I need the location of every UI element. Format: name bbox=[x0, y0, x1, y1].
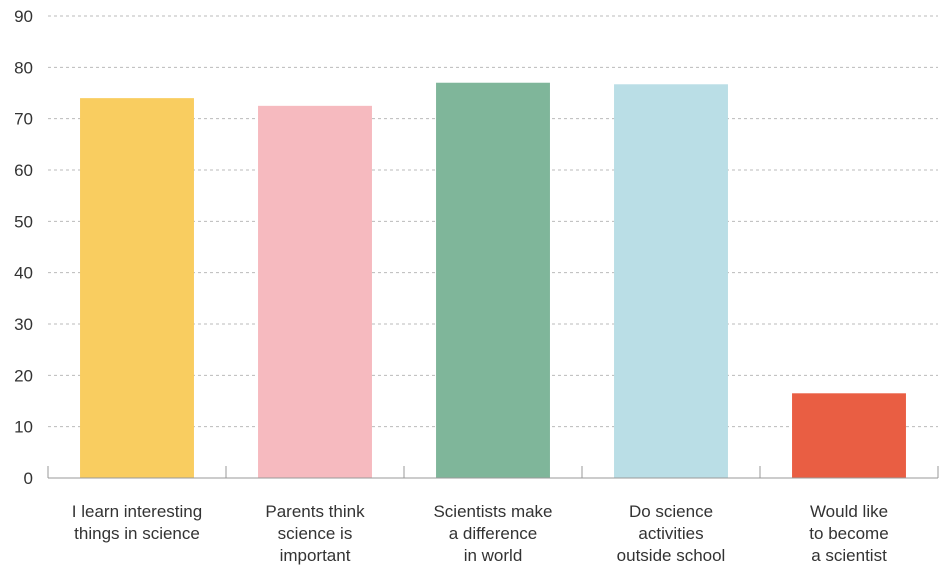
x-category-label-line: outside school bbox=[617, 546, 726, 565]
x-category-label: Do science activities outside school bbox=[617, 502, 726, 565]
x-category-label-line: to become bbox=[809, 524, 888, 543]
x-category-label-line: a scientist bbox=[811, 546, 887, 565]
x-category-label-line: Would like bbox=[810, 502, 888, 521]
bars bbox=[80, 82, 906, 479]
x-category-label-line: Parents think bbox=[265, 502, 365, 521]
x-axis-category-labels: I learn interesting things in science Pare… bbox=[72, 502, 889, 565]
y-tick-label: 80 bbox=[14, 58, 33, 77]
x-category-label-line: activities bbox=[638, 524, 703, 543]
bar bbox=[614, 84, 728, 479]
x-category-label: I learn interesting things in science bbox=[72, 502, 202, 543]
bar bbox=[436, 82, 550, 478]
x-category-label-line: science is bbox=[278, 524, 353, 543]
y-tick-label: 40 bbox=[14, 264, 33, 283]
x-category-label-line: in world bbox=[464, 546, 523, 565]
y-tick-label: 70 bbox=[14, 110, 33, 129]
x-category-label: Parents think science is important bbox=[265, 502, 365, 565]
bar bbox=[792, 393, 906, 478]
y-tick-label: 10 bbox=[14, 418, 33, 437]
x-category-label: Would like to become a scientist bbox=[809, 502, 888, 565]
y-tick-label: 30 bbox=[14, 315, 33, 334]
bar bbox=[258, 105, 372, 478]
x-category-label-line: things in science bbox=[74, 524, 200, 543]
y-tick-label: 60 bbox=[14, 161, 33, 180]
x-category-label-line: I learn interesting bbox=[72, 502, 202, 521]
x-axis bbox=[47, 466, 939, 479]
y-tick-label: 90 bbox=[14, 7, 33, 26]
y-tick-label: 50 bbox=[14, 212, 33, 231]
y-tick-label: 20 bbox=[14, 366, 33, 385]
x-category-label-line: a difference bbox=[449, 524, 538, 543]
y-axis-tick-labels: 0 10 20 30 40 50 60 70 80 90 bbox=[14, 7, 33, 488]
x-category-label-line: important bbox=[280, 546, 351, 565]
x-category-label: Scientists make a difference in world bbox=[433, 502, 552, 565]
x-category-label-line: Scientists make bbox=[433, 502, 552, 521]
y-tick-label: 0 bbox=[24, 469, 33, 488]
bar bbox=[80, 98, 194, 478]
x-category-label-line: Do science bbox=[629, 502, 713, 521]
